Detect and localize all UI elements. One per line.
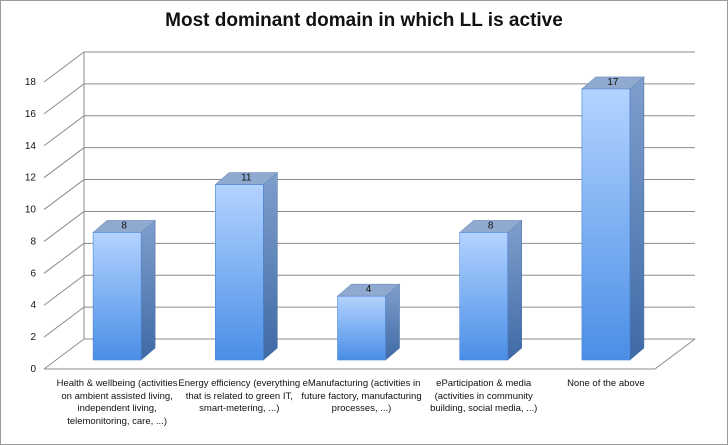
- y-tick-label: 4: [30, 300, 36, 311]
- floor-edge: [44, 338, 696, 370]
- bar-side: [507, 219, 523, 361]
- grid-depth-line: [43, 147, 85, 179]
- data-label: 8: [121, 220, 127, 231]
- grid-depth-line: [43, 242, 85, 274]
- bar-side: [629, 76, 645, 361]
- data-label: 11: [241, 173, 252, 184]
- grid-depth-line: [43, 306, 85, 338]
- y-tick-label: 10: [25, 205, 37, 216]
- bar: [215, 184, 264, 361]
- bar: [581, 88, 631, 361]
- y-tick-label: 8: [30, 236, 36, 247]
- grid-depth-line: [43, 211, 85, 242]
- y-tick-label: 6: [30, 268, 36, 279]
- grid-depth-line: [43, 51, 85, 83]
- grid-depth-line: [43, 179, 85, 210]
- bar-side: [140, 219, 156, 361]
- bar: [459, 232, 509, 361]
- bar-side: [262, 171, 278, 361]
- y-tick-label: 18: [25, 77, 37, 88]
- y-tick-label: 16: [25, 109, 37, 120]
- data-label: 8: [488, 220, 494, 231]
- x-category-label: Health & wellbeing (activities on ambien…: [56, 378, 178, 427]
- bar: [337, 295, 386, 361]
- data-label: 4: [366, 284, 372, 295]
- y-tick-label: 0: [30, 364, 36, 375]
- grid-depth-line: [43, 115, 85, 147]
- grid-depth-line: [43, 338, 85, 370]
- grid-depth-line: [43, 83, 85, 115]
- bar-side: [385, 283, 400, 361]
- x-category-label: None of the above: [567, 378, 645, 389]
- x-category-label: eParticipation & media (activities in co…: [430, 378, 538, 414]
- y-tick-label: 14: [25, 141, 37, 152]
- bar: [92, 232, 142, 361]
- y-tick-label: 12: [25, 173, 37, 184]
- x-category-label: eManufacturing (activities in future fac…: [301, 378, 422, 414]
- y-tick-label: 2: [30, 332, 36, 343]
- chart-title: Most dominant domain in which LL is acti…: [165, 10, 563, 31]
- x-category-label: Energy efficiency (everything that is re…: [178, 378, 301, 414]
- data-label: 17: [607, 77, 619, 88]
- grid-depth-line: [43, 274, 85, 306]
